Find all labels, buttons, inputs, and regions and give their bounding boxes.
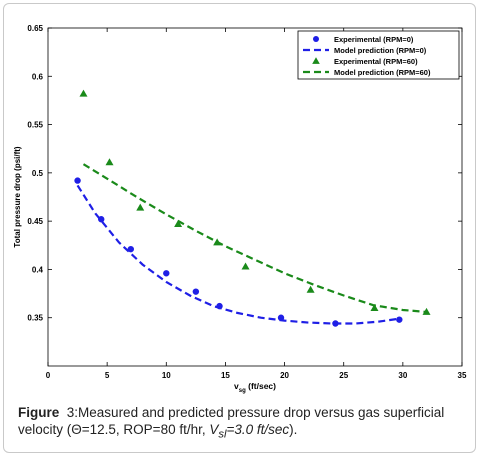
caption-end: ). <box>289 422 298 437</box>
series-layer <box>74 89 431 327</box>
data-point-circle <box>192 288 200 295</box>
caption-theta: Θ=12.5, ROP=80 ft/hr, <box>71 422 210 437</box>
data-point-triangle <box>370 304 379 312</box>
x-tick-label: 25 <box>339 371 348 380</box>
data-point-triangle <box>241 262 250 270</box>
legend-label: Experimental (RPM=60) <box>334 57 418 66</box>
axes-layer: 0 5 10 15 20 25 30 35 0.35 0.4 0.45 0.5 0.55 0.6 0.65 <box>27 24 467 380</box>
x-axis-label: vsg (ft/sec) <box>234 381 276 394</box>
x-tick-label: 35 <box>458 371 467 380</box>
x-tick-label: 20 <box>280 371 289 380</box>
caption-number: 3: <box>66 405 79 420</box>
legend-label: Model prediction (RPM=60) <box>334 68 431 77</box>
caption-vsl-v: V <box>209 422 219 437</box>
data-point-triangle <box>174 220 183 228</box>
x-axis-label-main: v <box>234 381 239 391</box>
legend-label: Experimental (RPM=0) <box>334 35 414 44</box>
y-axis-label: Total pressure drop (psi/ft) <box>13 146 22 248</box>
y-tick-label: 0.45 <box>27 217 43 226</box>
y-tick-label: 0.65 <box>27 24 43 33</box>
y-tick-label: 0.35 <box>27 314 43 323</box>
x-tick-label: 5 <box>105 371 110 380</box>
figure-caption: Figure 3:Measured and predicted pressure… <box>18 404 463 444</box>
pressure-drop-chart: 0 5 10 15 20 25 30 350.350.40.450.50.550.60.65 … <box>13 24 467 394</box>
caption-label: Figure <box>18 405 60 420</box>
x-axis-label-unit: (ft/sec) <box>246 381 276 391</box>
legend: Experimental (RPM=0) Model prediction (RP… <box>297 30 460 80</box>
caption-vsl-sub: sl <box>218 428 227 441</box>
plot-area <box>47 27 463 367</box>
x-tick-label: 10 <box>162 371 171 380</box>
caption-text: Measured and predicted pressure drop ver… <box>18 405 445 437</box>
x-tick-label: 0 <box>46 371 51 380</box>
legend-label: Model prediction (RPM=0) <box>334 46 427 55</box>
caption-vsl: Vsl=3.0 ft/sec <box>209 422 290 441</box>
y-tick-label: 0.55 <box>27 121 43 130</box>
data-point-triangle <box>136 203 145 211</box>
data-point-triangle <box>105 158 114 166</box>
series-line-1 <box>76 184 400 325</box>
data-point-circle <box>396 316 403 323</box>
data-point-triangle <box>306 285 315 293</box>
x-tick-label: 15 <box>221 371 230 380</box>
legend-swatch-circle <box>313 36 319 42</box>
data-point-circle <box>74 177 81 184</box>
x-axis-label-sub: sg <box>239 388 246 394</box>
data-point-circle <box>163 270 170 277</box>
data-point-triangle <box>79 89 88 97</box>
series-line-3 <box>82 163 427 314</box>
y-tick-label: 0.4 <box>32 265 44 274</box>
legend-box <box>297 30 460 80</box>
caption-vsl-rest: =3.0 ft/sec <box>226 422 290 437</box>
y-tick-label: 0.6 <box>32 72 44 81</box>
legend-swatch-triangle <box>312 57 320 64</box>
y-tick-label: 0.5 <box>32 169 44 178</box>
x-tick-label: 30 <box>398 371 407 380</box>
